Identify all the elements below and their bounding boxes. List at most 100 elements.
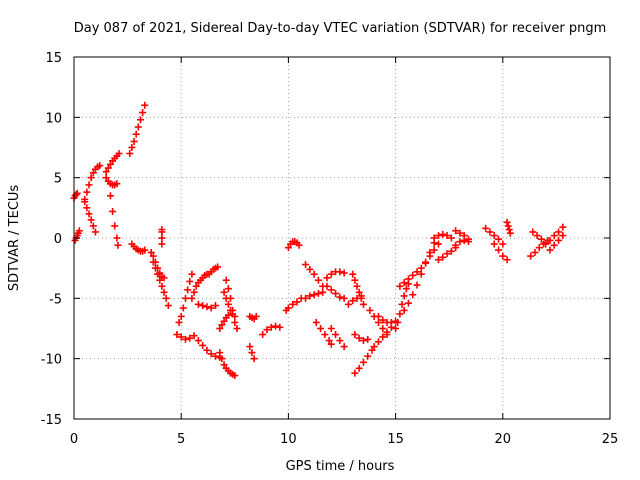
data-point	[344, 300, 352, 308]
data-point	[222, 276, 230, 284]
data-point	[396, 310, 404, 318]
data-point	[336, 337, 344, 345]
y-tick-label: -5	[49, 292, 62, 307]
data-point	[179, 304, 187, 312]
data-point	[141, 101, 149, 109]
data-point	[310, 270, 318, 278]
data-point	[327, 286, 335, 294]
data-point	[115, 150, 123, 158]
x-tick-label: 25	[602, 432, 619, 447]
data-point	[314, 276, 322, 284]
x-tick-label: 20	[495, 432, 512, 447]
data-point	[355, 334, 363, 342]
data-point	[177, 312, 185, 320]
data-point	[199, 302, 207, 310]
y-tick-label: -15	[41, 413, 62, 428]
data-point	[231, 312, 239, 320]
data-point	[364, 335, 372, 343]
data-point	[302, 294, 310, 302]
data-point	[156, 276, 164, 284]
data-point	[359, 358, 367, 366]
data-point	[495, 246, 503, 254]
data-point	[402, 285, 410, 293]
data-point	[314, 290, 322, 298]
data-point	[186, 334, 194, 342]
data-point	[134, 123, 142, 131]
data-point	[224, 300, 232, 308]
data-point	[550, 241, 558, 249]
data-point	[73, 189, 81, 197]
data-point	[400, 279, 408, 287]
data-point	[486, 228, 494, 236]
data-point	[321, 331, 329, 339]
data-point	[529, 228, 537, 236]
data-point	[220, 317, 228, 325]
data-point	[434, 232, 442, 240]
data-point	[173, 331, 181, 339]
data-point	[506, 229, 514, 237]
data-point	[398, 300, 406, 308]
data-point	[83, 204, 91, 212]
axis-ticks	[73, 56, 611, 420]
x-tick-label: 5	[177, 432, 185, 447]
x-tick-label: 0	[70, 432, 78, 447]
data-point	[430, 234, 438, 242]
data-point	[325, 337, 333, 345]
data-point	[231, 318, 239, 326]
data-point	[550, 232, 558, 240]
data-point	[252, 312, 260, 320]
data-point	[340, 343, 348, 351]
data-point	[102, 168, 110, 176]
data-point	[456, 229, 464, 237]
data-point	[555, 228, 563, 236]
data-point	[559, 223, 567, 231]
data-point	[216, 325, 224, 332]
data-point	[353, 282, 361, 290]
y-tick-label: 10	[45, 111, 62, 126]
data-point	[364, 352, 372, 360]
data-point	[456, 238, 464, 246]
data-point	[490, 232, 498, 240]
data-point	[533, 232, 541, 240]
data-point	[111, 222, 119, 230]
data-point	[224, 285, 232, 293]
data-point	[139, 109, 147, 117]
data-point	[351, 331, 359, 339]
data-point	[158, 226, 166, 234]
data-point	[503, 256, 511, 264]
data-point	[306, 292, 314, 300]
data-point	[537, 235, 545, 243]
data-point	[396, 282, 404, 290]
data-point	[546, 246, 554, 254]
x-tick-label: 15	[387, 432, 404, 447]
data-point	[527, 252, 535, 260]
data-point	[434, 240, 442, 248]
data-point	[114, 241, 122, 249]
data-point	[184, 286, 192, 294]
data-point	[227, 294, 235, 302]
data-point	[231, 372, 239, 380]
data-point	[106, 160, 114, 168]
data-point	[439, 253, 447, 261]
data-point	[276, 323, 284, 331]
data-point	[91, 228, 99, 236]
data-point	[214, 263, 222, 271]
data-point	[136, 116, 144, 124]
data-point	[284, 304, 292, 312]
data-point	[289, 300, 297, 308]
data-point	[452, 241, 460, 249]
data-point	[224, 311, 232, 319]
y-tick-label: 5	[54, 172, 62, 187]
data-point	[503, 218, 511, 226]
data-point	[351, 276, 359, 284]
data-point	[302, 261, 310, 269]
data-point	[452, 227, 460, 235]
data-point	[175, 318, 183, 326]
data-point	[160, 274, 168, 282]
data-point	[490, 240, 498, 248]
data-point	[147, 248, 155, 256]
data-point	[327, 340, 335, 348]
data-point	[181, 335, 189, 343]
data-point	[229, 306, 237, 314]
data-point	[349, 270, 357, 278]
